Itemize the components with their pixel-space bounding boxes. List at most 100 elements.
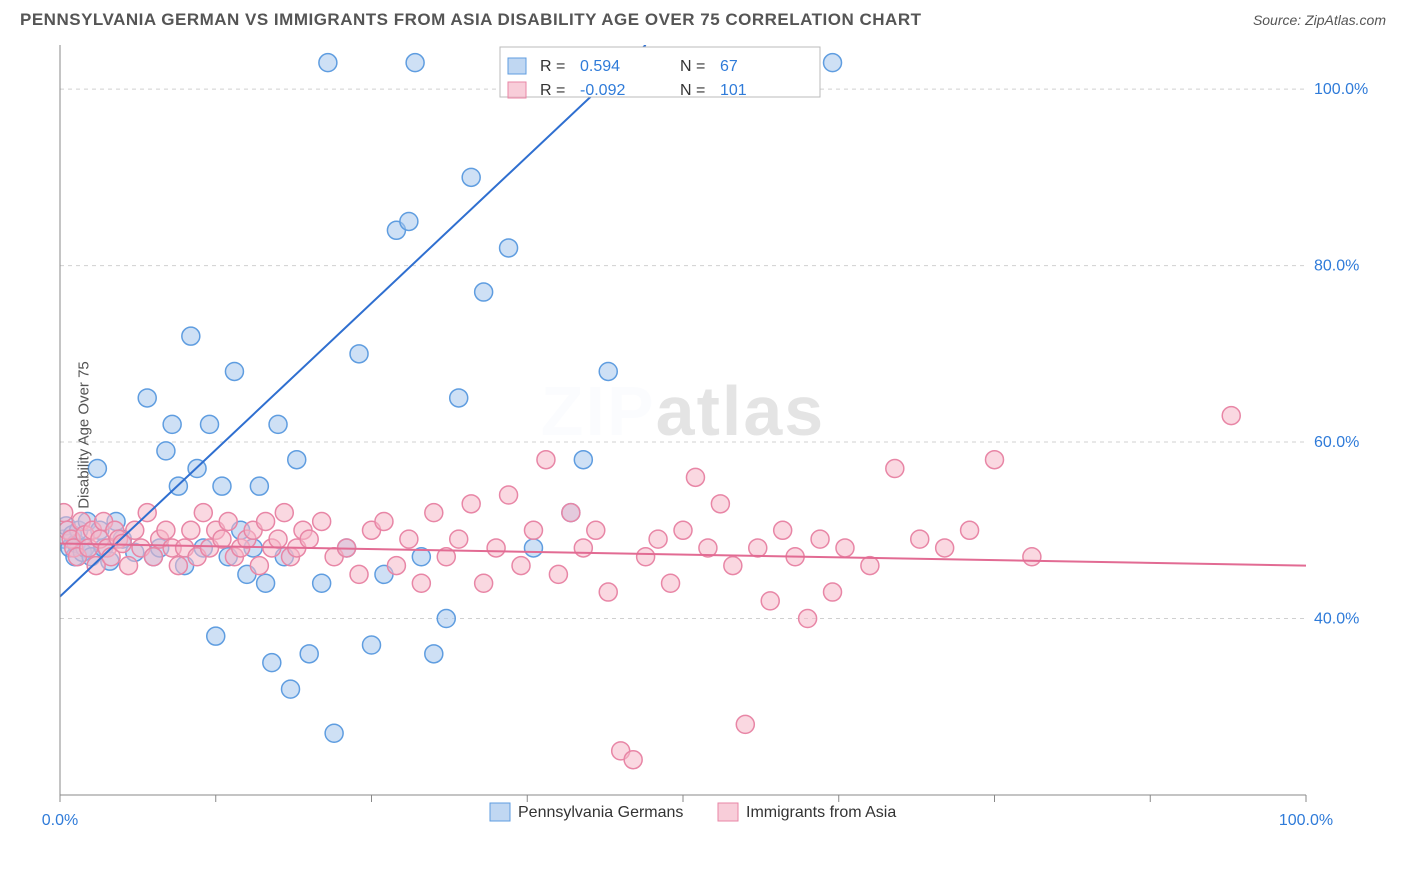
scatter-point xyxy=(711,495,729,513)
scatter-point xyxy=(587,521,605,539)
scatter-point xyxy=(387,557,405,575)
scatter-point xyxy=(269,415,287,433)
scatter-point xyxy=(475,574,493,592)
legend-n-value: 101 xyxy=(720,82,747,99)
legend-swatch xyxy=(508,82,526,98)
scatter-point xyxy=(686,468,704,486)
scatter-point xyxy=(269,530,287,548)
scatter-point xyxy=(537,451,555,469)
legend-r-label: R = xyxy=(540,82,565,99)
scatter-point xyxy=(182,521,200,539)
scatter-point xyxy=(761,592,779,610)
scatter-point xyxy=(300,530,318,548)
scatter-point xyxy=(599,583,617,601)
legend-swatch xyxy=(508,58,526,74)
y-tick-label: 100.0% xyxy=(1314,81,1368,98)
scatter-point xyxy=(450,389,468,407)
legend-swatch xyxy=(490,803,510,821)
scatter-point xyxy=(574,451,592,469)
scatter-point xyxy=(375,512,393,530)
scatter-point xyxy=(724,557,742,575)
scatter-point xyxy=(649,530,667,548)
scatter-point xyxy=(263,654,281,672)
scatter-point xyxy=(55,504,73,522)
scatter-point xyxy=(325,724,343,742)
scatter-point xyxy=(774,521,792,539)
scatter-point xyxy=(811,530,829,548)
scatter-point xyxy=(524,539,542,557)
scatter-point xyxy=(986,451,1004,469)
scatter-point xyxy=(599,362,617,380)
scatter-point xyxy=(250,477,268,495)
scatter-point xyxy=(500,486,518,504)
scatter-point xyxy=(624,751,642,769)
y-axis-label: Disability Age Over 75 xyxy=(75,361,92,509)
legend-r-label: R = xyxy=(540,58,565,75)
scatter-point xyxy=(257,512,275,530)
scatter-point xyxy=(437,610,455,628)
scatter-point xyxy=(275,504,293,522)
correlation-scatter-chart: ZIPatlas40.0%60.0%80.0%100.0%0.0%100.0%R… xyxy=(20,35,1386,835)
scatter-point xyxy=(120,557,138,575)
scatter-point xyxy=(169,557,187,575)
scatter-point xyxy=(126,521,144,539)
scatter-point xyxy=(824,54,842,72)
scatter-point xyxy=(182,327,200,345)
scatter-point xyxy=(487,539,505,557)
scatter-point xyxy=(350,345,368,363)
scatter-point xyxy=(201,415,219,433)
svg-text:ZIPatlas: ZIPatlas xyxy=(541,372,825,450)
scatter-point xyxy=(749,539,767,557)
scatter-point xyxy=(313,512,331,530)
scatter-point xyxy=(412,574,430,592)
x-tick-label: 0.0% xyxy=(42,812,78,829)
y-tick-label: 40.0% xyxy=(1314,611,1359,628)
scatter-point xyxy=(886,460,904,478)
scatter-point xyxy=(736,715,754,733)
legend-swatch xyxy=(718,803,738,821)
scatter-point xyxy=(1222,407,1240,425)
scatter-point xyxy=(194,504,212,522)
scatter-point xyxy=(225,362,243,380)
legend-n-label: N = xyxy=(680,58,705,75)
scatter-point xyxy=(549,565,567,583)
scatter-point xyxy=(674,521,692,539)
scatter-point xyxy=(637,548,655,566)
y-tick-label: 80.0% xyxy=(1314,258,1359,275)
scatter-point xyxy=(574,539,592,557)
scatter-point xyxy=(425,645,443,663)
scatter-point xyxy=(163,415,181,433)
scatter-point xyxy=(219,512,237,530)
scatter-point xyxy=(861,557,879,575)
legend-series-label: Pennsylvania Germans xyxy=(518,804,683,821)
scatter-point xyxy=(462,495,480,513)
scatter-point xyxy=(824,583,842,601)
scatter-point xyxy=(406,54,424,72)
scatter-point xyxy=(500,239,518,257)
scatter-point xyxy=(319,54,337,72)
scatter-point xyxy=(207,627,225,645)
scatter-point xyxy=(313,574,331,592)
scatter-point xyxy=(257,574,275,592)
legend-r-value: -0.092 xyxy=(580,82,625,99)
trend-line xyxy=(60,45,646,596)
legend-series-label: Immigrants from Asia xyxy=(746,804,896,821)
scatter-point xyxy=(512,557,530,575)
chart-container: Disability Age Over 75 ZIPatlas 40.0% 60.0… xyxy=(20,35,1386,835)
scatter-point xyxy=(282,680,300,698)
scatter-point xyxy=(450,530,468,548)
scatter-point xyxy=(157,442,175,460)
y-tick-label: 60.0% xyxy=(1314,434,1359,451)
scatter-point xyxy=(138,389,156,407)
scatter-point xyxy=(400,212,418,230)
scatter-point xyxy=(400,530,418,548)
legend-n-label: N = xyxy=(680,82,705,99)
legend-n-value: 67 xyxy=(720,58,738,75)
scatter-point xyxy=(157,521,175,539)
scatter-point xyxy=(475,283,493,301)
source-label: Source: ZipAtlas.com xyxy=(1253,12,1386,28)
scatter-point xyxy=(144,548,162,566)
scatter-point xyxy=(911,530,929,548)
scatter-point xyxy=(662,574,680,592)
scatter-point xyxy=(462,168,480,186)
